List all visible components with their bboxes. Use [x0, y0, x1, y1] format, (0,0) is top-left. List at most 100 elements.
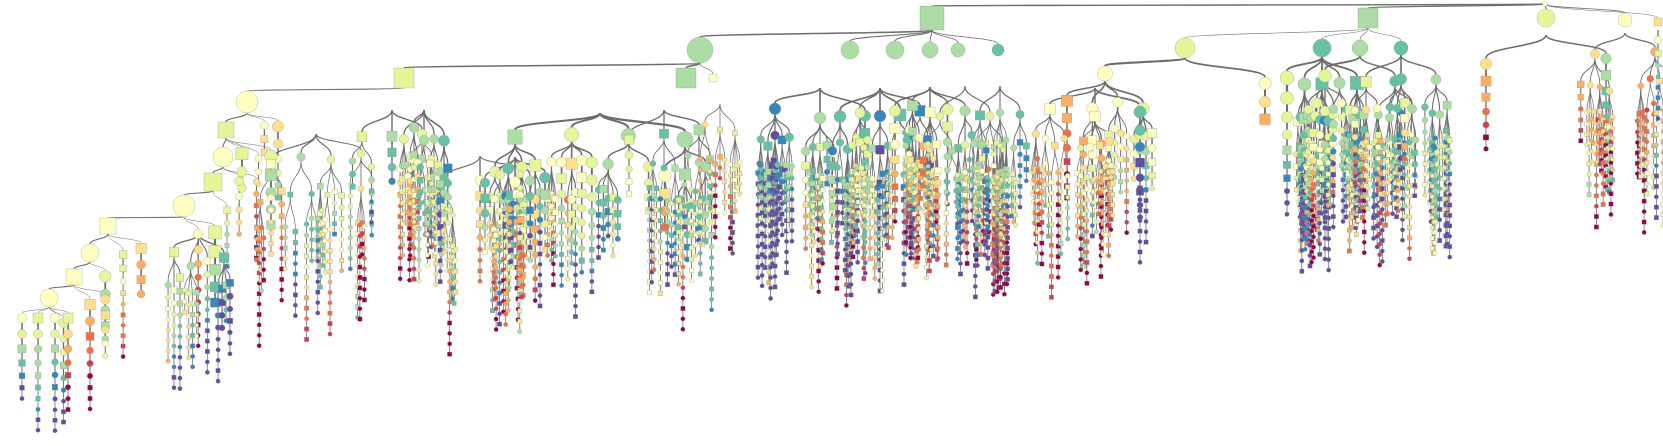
tree-node-circle: [309, 237, 315, 243]
tree-edge: [760, 143, 764, 172]
tree-node-square: [18, 372, 26, 379]
tree-node-circle: [327, 290, 333, 295]
tree-node-circle: [177, 386, 183, 391]
tree-node-square: [87, 396, 93, 401]
tree-node-circle: [171, 299, 177, 306]
tree-node-circle: [315, 310, 321, 316]
tree-node-square: [51, 344, 59, 353]
tree-node-square: [266, 159, 276, 169]
tree-edge: [1594, 32, 1626, 50]
tree-edge: [225, 137, 272, 151]
tree-node-circle: [407, 246, 412, 252]
tree-node-square: [497, 301, 502, 306]
tree-edge: [847, 153, 851, 173]
tree-node-circle: [282, 235, 288, 241]
tree-edge: [1396, 112, 1401, 132]
tree-node-circle: [236, 231, 242, 237]
tree-node-circle: [551, 271, 556, 277]
tree-node-square: [576, 172, 587, 183]
tree-edge: [315, 133, 332, 156]
tree-edge: [879, 121, 889, 142]
tree-edge: [871, 121, 881, 145]
tree-node-circle: [557, 189, 566, 199]
tree-node-square: [278, 187, 286, 195]
tree-edge: [1066, 80, 1106, 96]
tree-node-circle: [950, 42, 966, 58]
tree-edge: [887, 149, 891, 171]
tree-node-circle: [293, 282, 298, 287]
tree-node-circle: [348, 157, 357, 165]
tree-node-circle: [339, 247, 345, 253]
tree-node-circle: [256, 343, 262, 349]
tree-node-circle: [35, 407, 41, 412]
tree-node-circle: [428, 180, 435, 187]
tree-node-circle: [443, 193, 452, 201]
tree-node-circle: [215, 357, 221, 363]
tree-node-circle: [50, 329, 60, 339]
tree-node-square: [120, 290, 126, 296]
tree-node-square: [176, 287, 184, 295]
tree-edge: [324, 197, 328, 218]
tree-node-circle: [182, 287, 188, 294]
tree-nodes: [16, 1, 1663, 433]
tree-node-circle: [400, 242, 406, 248]
tree-edge: [1321, 27, 1369, 40]
tree-node-circle: [407, 277, 412, 283]
tree-node-circle: [282, 266, 288, 272]
tree-node-circle: [527, 257, 534, 263]
tree-node-circle: [532, 275, 538, 282]
tree-edge: [107, 216, 185, 219]
tree-node-square: [64, 372, 72, 379]
tree-edge: [514, 144, 536, 160]
tree-node-circle: [254, 154, 263, 163]
tree-node-square: [537, 303, 543, 309]
tree-node-circle: [236, 219, 243, 226]
tree-node-circle: [304, 232, 310, 238]
tree-node-square: [224, 243, 230, 248]
tree-node-circle: [588, 234, 595, 241]
tree-node-circle: [411, 224, 417, 230]
tree-node-circle: [261, 246, 267, 252]
tree-node-circle: [254, 214, 259, 219]
tree-edge: [1646, 82, 1651, 108]
tree-node-circle: [322, 249, 328, 254]
tree-node-circle: [578, 245, 586, 252]
tree-edge: [570, 141, 593, 158]
tree-node-square: [589, 246, 595, 253]
tree-node-square: [235, 147, 249, 160]
tree-node-square: [441, 227, 447, 234]
tree-node-circle: [568, 237, 575, 244]
tree-node-circle: [445, 219, 451, 226]
tree-node-square: [1357, 7, 1379, 29]
tree-node-circle: [339, 226, 345, 232]
tree-node-circle: [258, 225, 265, 231]
tree-node-circle: [282, 224, 288, 230]
tree-node-circle: [282, 256, 288, 261]
tree-node-square: [437, 223, 444, 231]
tree-node-square: [204, 317, 210, 323]
tree-node-circle: [411, 214, 417, 220]
tree-node-circle: [411, 204, 417, 209]
tree-node-square: [393, 67, 415, 89]
tree-node-circle: [190, 322, 195, 328]
tree-node-square: [552, 232, 558, 238]
tree-node-square: [304, 326, 309, 332]
tree-node-square: [589, 258, 595, 263]
tree-node-square: [177, 300, 183, 307]
tree-edge: [1400, 54, 1437, 75]
tree-edge: [443, 146, 449, 164]
tree-node-circle: [407, 205, 412, 210]
tree-node-circle: [261, 256, 267, 262]
tree-node-square: [359, 231, 365, 237]
tree-node-square: [18, 359, 26, 367]
tree-node-circle: [234, 176, 244, 186]
tree-node-circle: [165, 316, 171, 322]
tree-edge: [999, 116, 1007, 138]
tree-node-square: [292, 240, 298, 246]
tree-node-circle: [17, 329, 27, 339]
tree-node-circle: [546, 157, 557, 167]
tree-node-square: [119, 250, 128, 259]
tree-node-circle: [194, 312, 199, 318]
tree-node-square: [253, 203, 259, 209]
tree-node-circle: [177, 334, 183, 339]
